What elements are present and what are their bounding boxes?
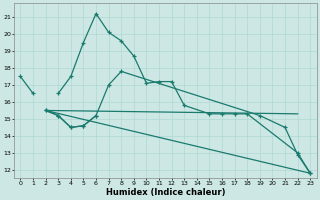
X-axis label: Humidex (Indice chaleur): Humidex (Indice chaleur) bbox=[106, 188, 225, 197]
